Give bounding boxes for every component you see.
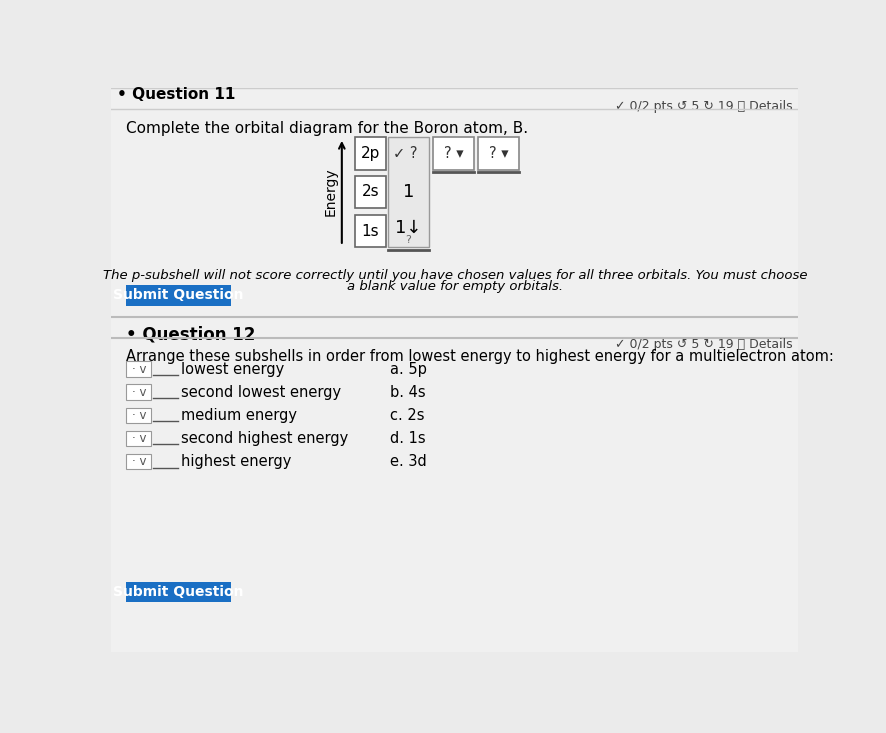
Text: • Question 11: • Question 11 <box>117 86 235 102</box>
Text: d. 1s: d. 1s <box>390 431 425 446</box>
Text: 1s: 1s <box>361 224 379 239</box>
Text: 2p: 2p <box>361 146 380 161</box>
Bar <box>354 176 385 208</box>
Text: ?: ? <box>405 235 411 246</box>
Text: · v: · v <box>131 455 146 468</box>
Text: 1: 1 <box>402 183 414 201</box>
Text: · v: · v <box>131 432 146 445</box>
Text: b. 4s: b. 4s <box>390 385 425 399</box>
Bar <box>126 581 230 603</box>
Bar <box>354 215 385 247</box>
Text: Submit Question: Submit Question <box>113 585 244 599</box>
Text: · v: · v <box>131 386 146 399</box>
Bar <box>126 408 151 423</box>
Text: 1↓: 1↓ <box>395 219 421 237</box>
Text: Energy: Energy <box>323 168 338 216</box>
Text: c. 2s: c. 2s <box>390 408 424 423</box>
Bar <box>126 285 230 306</box>
Text: a blank value for empty orbitals.: a blank value for empty orbitals. <box>346 280 563 292</box>
Text: a. 5p: a. 5p <box>390 361 426 377</box>
Text: e. 3d: e. 3d <box>390 454 426 469</box>
Bar <box>111 375 797 652</box>
Bar <box>111 88 797 375</box>
Text: ? ▾: ? ▾ <box>443 146 462 161</box>
Text: medium energy: medium energy <box>182 408 297 423</box>
Bar <box>354 137 385 169</box>
Text: 2s: 2s <box>361 185 379 199</box>
Bar <box>126 384 151 399</box>
Bar <box>432 137 473 169</box>
Bar <box>126 361 151 377</box>
Text: ✓ 0/2 pts ↺ 5 ↻ 19 ⓘ Details: ✓ 0/2 pts ↺ 5 ↻ 19 ⓘ Details <box>615 100 792 112</box>
Text: ✓ ?: ✓ ? <box>392 146 417 161</box>
Text: • Question 12: • Question 12 <box>126 326 255 344</box>
Text: highest energy: highest energy <box>182 454 291 469</box>
Bar <box>126 454 151 469</box>
Text: Complete the orbital diagram for the Boron atom, B.: Complete the orbital diagram for the Bor… <box>126 121 528 136</box>
Bar <box>126 430 151 446</box>
Text: second highest energy: second highest energy <box>182 431 348 446</box>
Text: Arrange these subshells in order from lowest energy to highest energy for a mult: Arrange these subshells in order from lo… <box>126 349 834 364</box>
Text: ✓ 0/2 pts ↺ 5 ↻ 19 ⓘ Details: ✓ 0/2 pts ↺ 5 ↻ 19 ⓘ Details <box>615 338 792 351</box>
Text: ? ▾: ? ▾ <box>488 146 508 161</box>
Text: second lowest energy: second lowest energy <box>182 385 341 399</box>
Text: The p-subshell will not score correctly until you have chosen values for all thr: The p-subshell will not score correctly … <box>103 269 806 282</box>
Text: lowest energy: lowest energy <box>182 361 284 377</box>
Text: Submit Question: Submit Question <box>113 289 244 303</box>
Text: · v: · v <box>131 363 146 375</box>
Bar <box>478 137 518 169</box>
Bar <box>388 137 428 247</box>
Text: · v: · v <box>131 409 146 421</box>
